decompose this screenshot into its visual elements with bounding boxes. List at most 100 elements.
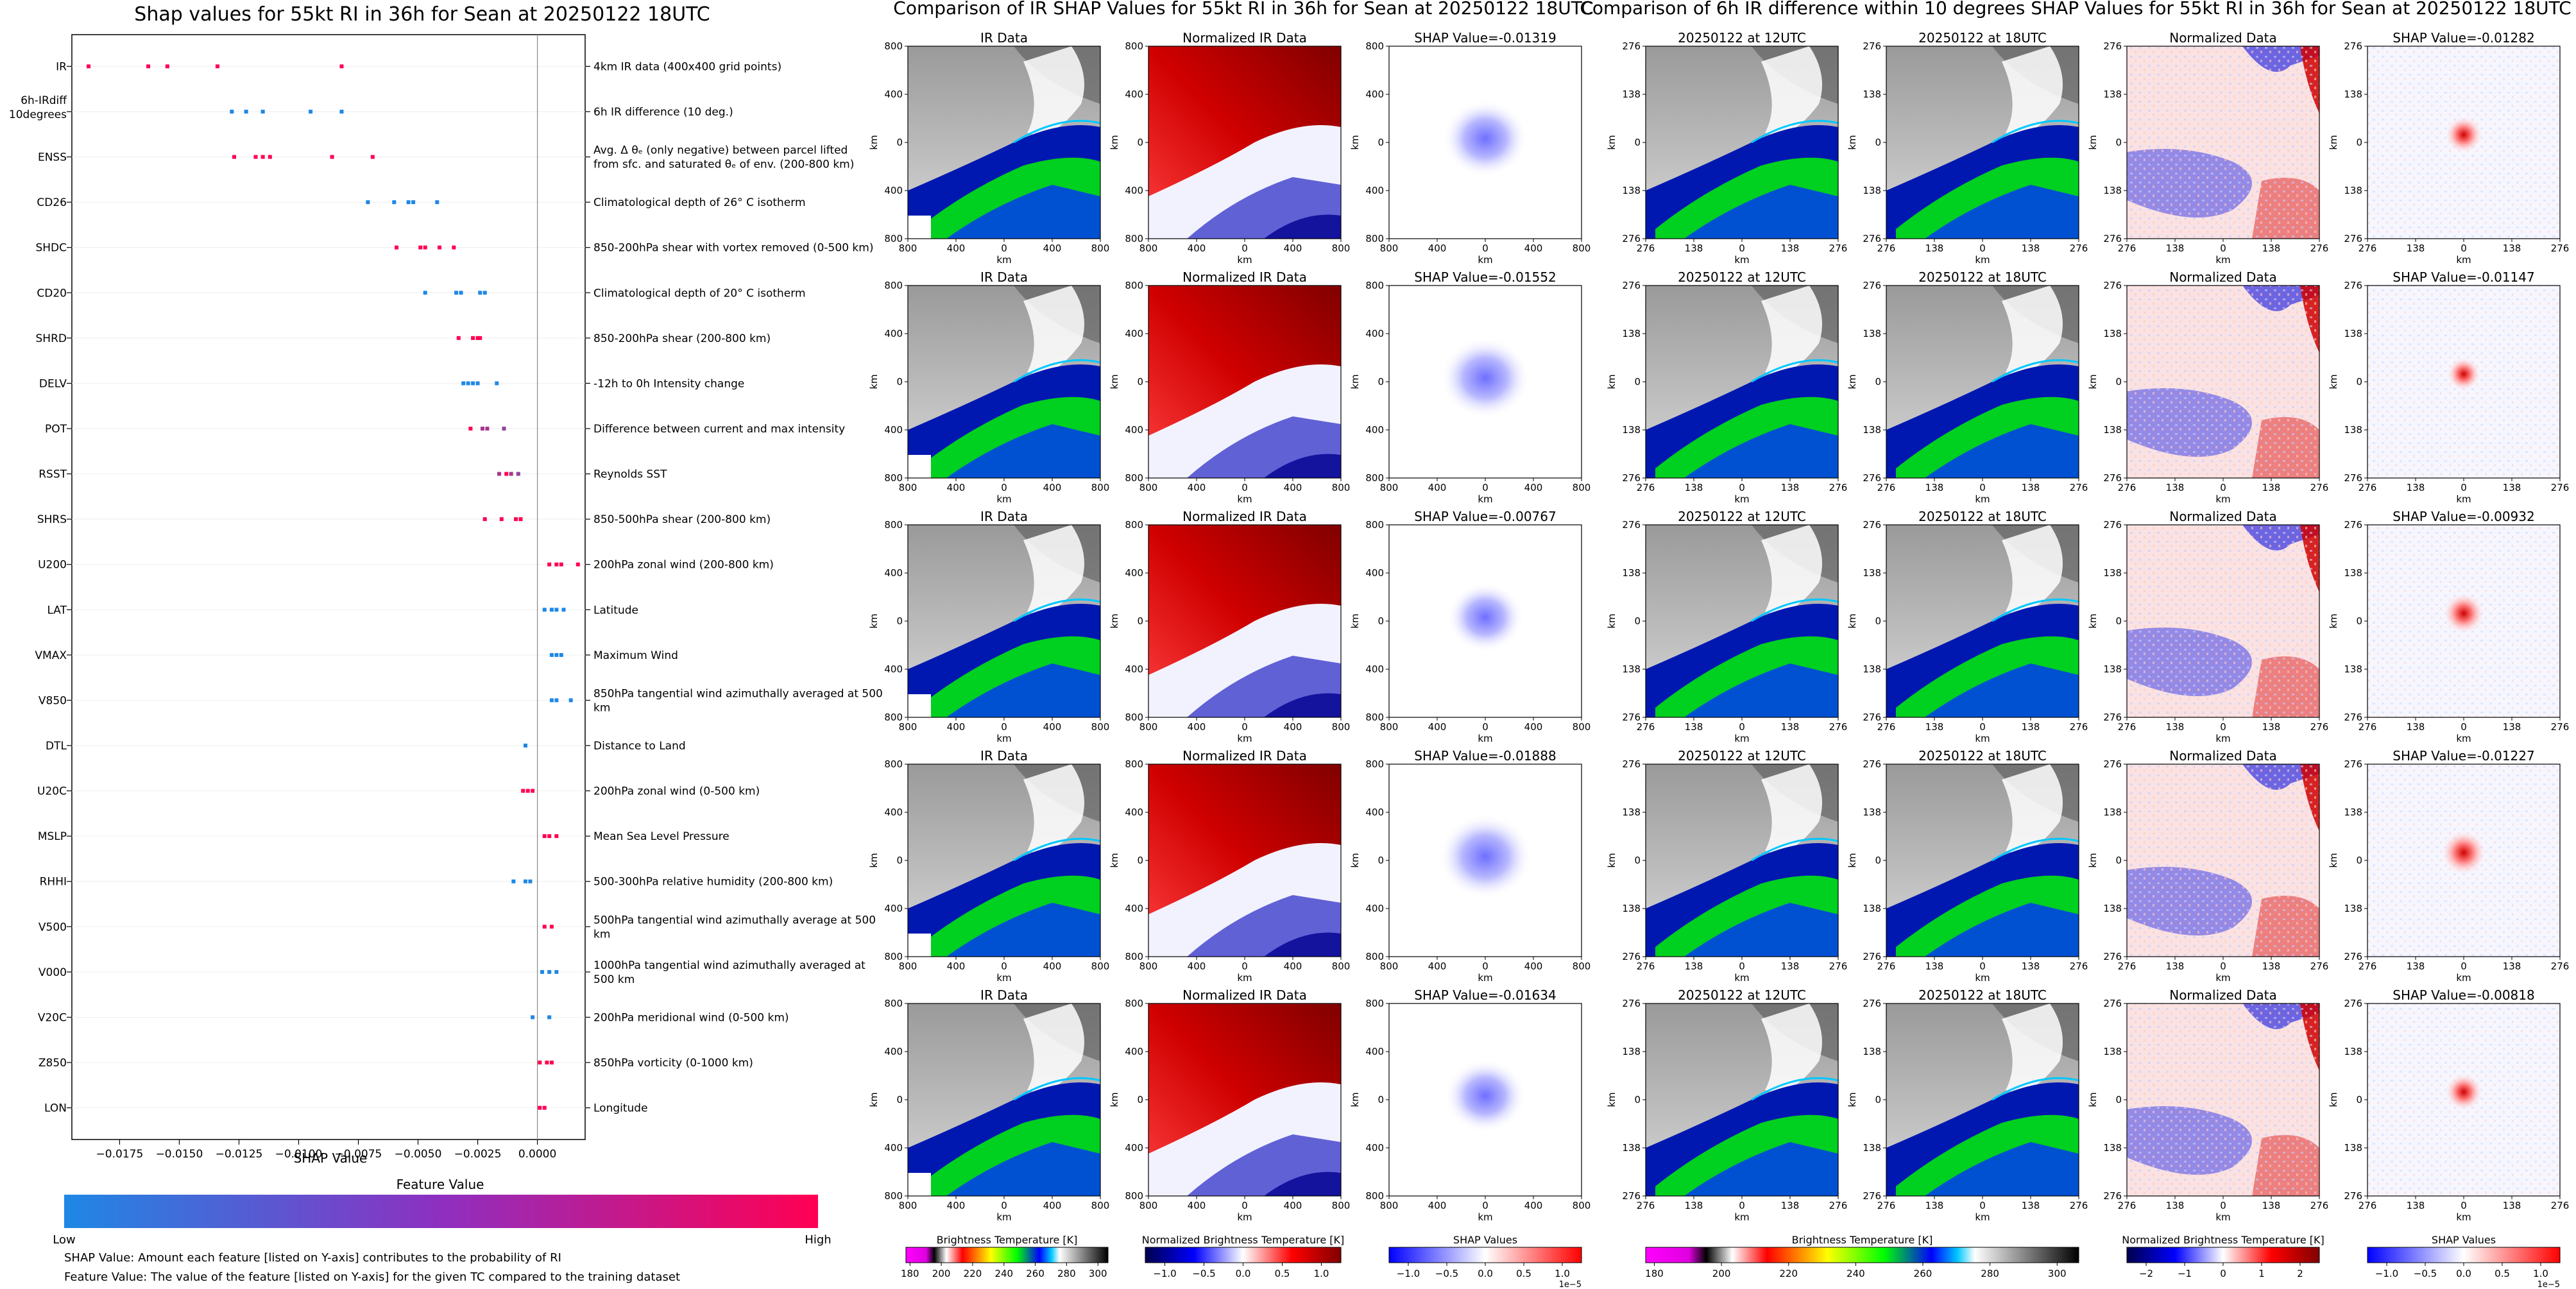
shap-point bbox=[497, 472, 502, 476]
tick-label: 0 bbox=[1137, 376, 1143, 388]
shap-point bbox=[514, 517, 518, 522]
tick-label: 400 bbox=[1284, 721, 1302, 733]
shap-point bbox=[370, 155, 375, 159]
x-tick-label: −0.0150 bbox=[156, 1148, 203, 1161]
tick-label: 276 bbox=[2118, 721, 2137, 733]
tick-label: 0 bbox=[1482, 1200, 1488, 1211]
tick-label: 276 bbox=[2358, 482, 2377, 493]
tick-label: 138 bbox=[2166, 721, 2185, 733]
colorbar-tick: 280 bbox=[1981, 1268, 1999, 1279]
shap-point bbox=[525, 789, 530, 793]
shap-point bbox=[475, 381, 480, 386]
tick-label: 800 bbox=[1365, 40, 1384, 52]
tick-label: 400 bbox=[1524, 960, 1543, 972]
shap-point bbox=[554, 653, 559, 657]
tick-label: 138 bbox=[2344, 903, 2362, 914]
tick-label: 400 bbox=[1365, 328, 1384, 339]
tick-label: 0 bbox=[2115, 615, 2122, 627]
tick-label: 0 bbox=[1241, 721, 1248, 733]
tick-label: 276 bbox=[2344, 712, 2362, 723]
tick-label: 0 bbox=[1634, 376, 1641, 388]
tick-label: 800 bbox=[1125, 758, 1143, 770]
tick-label: 800 bbox=[1125, 1190, 1143, 1202]
tick-label: 138 bbox=[1685, 482, 1703, 493]
tick-label: 138 bbox=[1863, 328, 1881, 339]
tick-label: 800 bbox=[1365, 1190, 1384, 1202]
feature-label: MSLP bbox=[38, 830, 67, 843]
feature-label: 6h-IRdiff 10degrees bbox=[9, 94, 67, 121]
axis-label: km bbox=[1975, 733, 1990, 744]
tick-label: 400 bbox=[1043, 721, 1062, 733]
tick-label: 138 bbox=[1781, 960, 1800, 972]
axis-label: km bbox=[1734, 493, 1749, 505]
feature-label: CD26 bbox=[37, 196, 67, 209]
tick-label: 800 bbox=[1365, 280, 1384, 291]
tick-label: 138 bbox=[2344, 328, 2362, 339]
colorbar-label: Normalized Brightness Temperature [K] bbox=[1142, 1234, 1345, 1246]
tick-label: 0 bbox=[1241, 960, 1248, 972]
tick-label: 138 bbox=[2262, 243, 2281, 254]
axis-label: km bbox=[1237, 254, 1252, 266]
panel-title: SHAP Value=-0.00932 bbox=[2393, 509, 2534, 524]
shap-point bbox=[559, 653, 563, 657]
x-tick-label: −0.0050 bbox=[395, 1148, 442, 1161]
colorbar-low-label: Low bbox=[53, 1233, 75, 1247]
tick-label: 0 bbox=[2220, 243, 2226, 254]
tick-label: 0 bbox=[1875, 855, 1881, 866]
colorbar-tick: 0.0 bbox=[1478, 1268, 1493, 1279]
colorbar-tick: −1.0 bbox=[2375, 1268, 2398, 1279]
feature-label: LAT bbox=[47, 604, 67, 617]
feature-description: Distance to Land bbox=[593, 740, 686, 753]
tick-label: 276 bbox=[2310, 243, 2329, 254]
tick-label: 800 bbox=[1365, 712, 1384, 723]
feature-description: 850hPa tangential wind azimuthally avera… bbox=[593, 687, 883, 714]
tick-label: 0 bbox=[1739, 960, 1745, 972]
panel-title: Normalized IR Data bbox=[1182, 987, 1307, 1003]
tick-label: 276 bbox=[1877, 721, 1896, 733]
shap-point bbox=[395, 245, 399, 250]
tick-label: 0 bbox=[1979, 482, 1986, 493]
feature-description: Difference between current and max inten… bbox=[593, 423, 845, 436]
shap-point bbox=[435, 200, 439, 205]
tick-label: 0 bbox=[1378, 376, 1384, 388]
tick-label: 0 bbox=[1137, 855, 1143, 866]
colorbar-tick: 260 bbox=[1914, 1268, 1932, 1279]
shap-point bbox=[523, 744, 527, 748]
tick-label: 0 bbox=[2461, 1200, 2467, 1211]
feature-label: U20C bbox=[37, 785, 67, 798]
tick-label: 800 bbox=[884, 40, 903, 52]
feature-label: DELV bbox=[39, 377, 67, 390]
feature-label: V850 bbox=[38, 694, 67, 707]
tick-label: 0 bbox=[2356, 1094, 2362, 1105]
shap-point bbox=[547, 834, 552, 839]
shap-point bbox=[468, 426, 473, 431]
tick-label: 400 bbox=[1365, 1142, 1384, 1154]
feature-label: DTL bbox=[46, 740, 67, 753]
tick-label: 276 bbox=[2103, 998, 2122, 1009]
tick-label: 276 bbox=[1863, 1190, 1881, 1202]
feature-description: 500-300hPa relative humidity (200-800 km… bbox=[593, 876, 833, 889]
axis-label: km bbox=[1349, 374, 1361, 389]
shap-point bbox=[511, 879, 516, 884]
axis-label: km bbox=[1847, 374, 1858, 389]
panel-title: SHAP Value=-0.00818 bbox=[2393, 987, 2534, 1003]
colorbar-tick: 1 bbox=[2258, 1268, 2265, 1279]
axis-label: km bbox=[2328, 1092, 2339, 1107]
tick-label: 276 bbox=[2551, 721, 2570, 733]
tick-label: 138 bbox=[2103, 424, 2122, 436]
shap-point bbox=[232, 155, 237, 159]
tick-label: 800 bbox=[1365, 951, 1384, 962]
tick-label: 0 bbox=[1137, 137, 1143, 148]
tick-label: 138 bbox=[2344, 89, 2362, 100]
tick-label: 276 bbox=[2118, 243, 2137, 254]
shap-point bbox=[478, 291, 482, 295]
colorbar-tick: 0.5 bbox=[1516, 1268, 1531, 1279]
tick-label: 138 bbox=[1925, 482, 1944, 493]
colorbar: Normalized Brightness Temperature [K] −2 −… bbox=[2122, 1234, 2324, 1279]
tick-label: 800 bbox=[884, 519, 903, 531]
tick-label: 800 bbox=[884, 712, 903, 723]
tick-label: 400 bbox=[1524, 482, 1543, 493]
axis-label: km bbox=[2456, 972, 2471, 984]
panel-title: SHAP Value=-0.01888 bbox=[1414, 748, 1556, 764]
